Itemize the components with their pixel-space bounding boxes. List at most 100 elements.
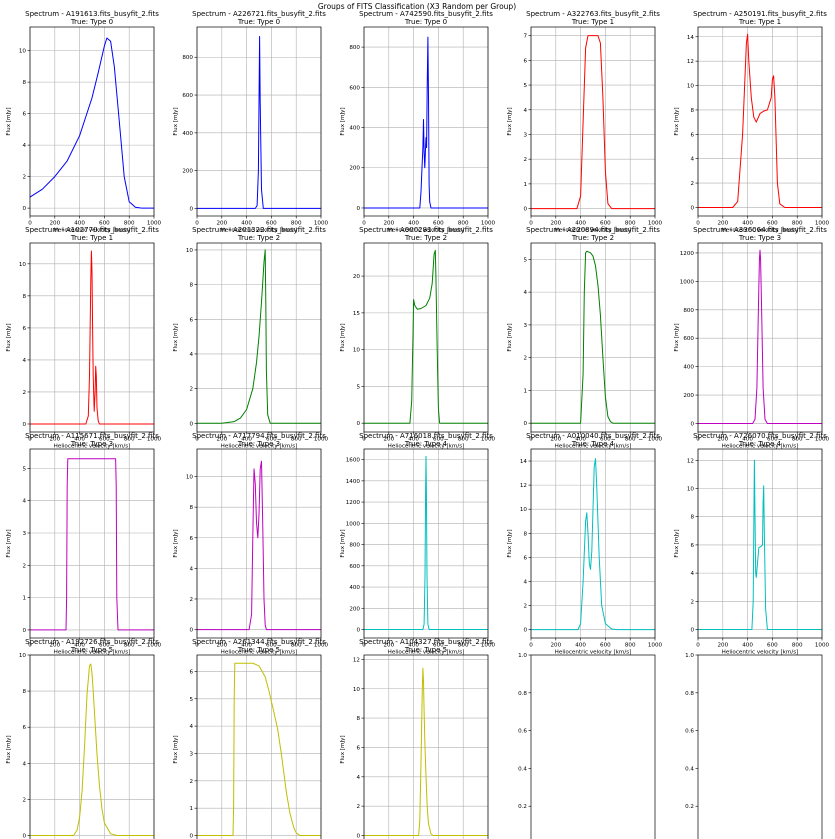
- y-axis-label: Flux [mJy]: [173, 107, 179, 135]
- y-tick-label: 4: [690, 571, 694, 577]
- spectrum-line: [364, 667, 488, 836]
- x-tick-label: 1000: [147, 221, 162, 227]
- subplot-title: Spectrum - A226721.fits_busyfit_2.fits: [192, 10, 326, 18]
- subplot-20: 0.00.20.40.60.81.00.00.20.40.60.81.0: [685, 653, 823, 839]
- y-tick-label: 5: [356, 384, 360, 390]
- y-tick-label: 10: [186, 475, 194, 481]
- x-tick-label: 1000: [815, 643, 830, 649]
- y-tick-label: 0: [22, 628, 26, 634]
- spectrum-line: [698, 459, 822, 630]
- subplot-16: 0 200 400 600 800 1000 0 2 4 6 8 10 Spectrum - A1927…: [6, 638, 159, 839]
- axes-frame: [530, 448, 656, 639]
- x-tick-label: 600: [433, 221, 444, 227]
- y-axis-label: Flux [mJy]: [340, 529, 346, 557]
- y-tick-label: 4: [356, 775, 360, 781]
- y-tick-label: 2: [22, 797, 26, 803]
- y-axis-label: Flux [mJy]: [340, 107, 346, 135]
- y-axis-label: Flux [mJy]: [507, 529, 513, 557]
- x-tick-label: 0: [195, 221, 199, 227]
- y-tick-label: 5: [523, 83, 527, 89]
- axes-frame: [29, 26, 155, 217]
- x-tick-label: 800: [458, 437, 469, 443]
- y-tick-label: 0.2: [518, 804, 527, 810]
- subplot-title: Spectrum - A191613.fits_busyfit_2.fits: [25, 10, 159, 18]
- x-tick-label: 600: [266, 221, 277, 227]
- x-tick-label: 400: [575, 643, 586, 649]
- subplot-10: 0 200 400 600 800 1000 0 200 400 600 800 1000 1200 Sp…: [674, 226, 830, 450]
- subplot-19: 0.00.20.40.60.81.00.00.20.40.60.81.0: [518, 653, 656, 839]
- y-tick-label: 8: [189, 505, 193, 511]
- spectrum-line: [531, 458, 655, 631]
- x-tick-label: 600: [99, 437, 110, 443]
- x-tick-label: 0: [362, 221, 366, 227]
- x-axis-label: Heliocentric velocity [km/s]: [54, 650, 131, 656]
- y-tick-label: 8: [690, 108, 694, 114]
- x-tick-label: 800: [124, 643, 135, 649]
- subplot-5: 0 200 400 600 800 1000 0 2 4 6 8 10 12 14 Spectrum - A…: [674, 10, 830, 234]
- y-tick-label: 10: [19, 49, 27, 55]
- subplot-subtitle: True: Type 0: [404, 18, 447, 26]
- y-tick-label: 12: [687, 458, 694, 464]
- y-tick-label: 0.2: [685, 804, 694, 810]
- axes-frame: [196, 448, 322, 639]
- subplot-title: Spectrum - A250191.fits_busyfit_2.fits: [693, 10, 827, 18]
- x-axis-label: Heliocentric velocity [km/s]: [221, 228, 298, 234]
- y-tick-label: 10: [353, 348, 361, 354]
- y-tick-label: 2: [22, 390, 26, 396]
- x-tick-label: 600: [767, 643, 778, 649]
- x-tick-label: 800: [124, 221, 135, 227]
- x-tick-label: 1000: [648, 221, 663, 227]
- subplot-8: 0 200 400 600 800 1000 0 5 10 15 20 Spectrum - A000…: [340, 226, 496, 450]
- y-tick-label: 6: [22, 112, 26, 118]
- y-tick-label: 200: [349, 606, 360, 612]
- y-axis-label: Flux [mJy]: [340, 323, 346, 351]
- x-axis-label: Heliocentric velocity [km/s]: [722, 650, 799, 656]
- y-tick-label: 1: [22, 596, 26, 602]
- y-tick-label: 0: [523, 207, 527, 213]
- axes-frame: [29, 448, 155, 639]
- y-tick-label: 8: [22, 689, 26, 695]
- axes-frame: [697, 26, 823, 217]
- y-tick-label: 6: [523, 58, 527, 64]
- x-tick-label: 400: [74, 437, 85, 443]
- x-tick-label: 800: [625, 643, 636, 649]
- y-tick-label: 12: [687, 59, 694, 65]
- y-tick-label: 7: [523, 34, 527, 40]
- x-tick-label: 0: [28, 437, 32, 443]
- x-tick-label: 0: [696, 437, 700, 443]
- y-tick-label: 10: [186, 248, 194, 254]
- x-tick-label: 600: [433, 643, 444, 649]
- y-tick-label: 10: [19, 262, 27, 268]
- x-tick-label: 800: [625, 221, 636, 227]
- y-tick-label: 8: [356, 716, 360, 722]
- y-axis-label: Flux [mJy]: [674, 529, 680, 557]
- x-tick-label: 0: [529, 221, 533, 227]
- spectrum-line: [531, 35, 655, 210]
- y-tick-label: 5: [189, 697, 193, 703]
- subplot-subtitle: True: Type 0: [70, 18, 113, 26]
- axes-frame: [363, 654, 489, 839]
- spectrum-line: [364, 455, 488, 630]
- axes-frame: [29, 242, 155, 433]
- x-tick-label: 0: [529, 643, 533, 649]
- y-tick-label: 20: [353, 274, 361, 280]
- x-tick-label: 600: [600, 437, 611, 443]
- x-tick-label: 1000: [481, 437, 496, 443]
- x-axis-label: Heliocentric velocity [km/s]: [555, 650, 632, 656]
- y-tick-label: 0: [22, 206, 26, 212]
- subplot-6: 0 200 400 600 800 1000 0 2 4 6 8 10 Spectrum - A1027…: [6, 226, 162, 450]
- y-axis-label: Flux [mJy]: [6, 529, 12, 557]
- subplot-9: 0 200 400 600 800 1000 0 1 2 3 4 5 Spectrum - A22089…: [507, 226, 663, 450]
- x-tick-label: 200: [49, 437, 60, 443]
- y-tick-label: 10: [19, 653, 27, 659]
- y-tick-label: 6: [189, 669, 193, 675]
- y-tick-label: 4: [189, 724, 193, 730]
- subplot-15: 0 200 400 600 800 1000 0 2 4 6 8 10 12 Spectrum - A72…: [674, 432, 830, 656]
- x-tick-label: 400: [241, 437, 252, 443]
- y-tick-label: 2: [189, 779, 193, 785]
- y-tick-label: 600: [349, 85, 360, 91]
- y-tick-label: 0: [22, 834, 26, 839]
- y-tick-label: 1200: [346, 500, 361, 506]
- x-tick-label: 800: [291, 643, 302, 649]
- x-tick-label: 800: [625, 437, 636, 443]
